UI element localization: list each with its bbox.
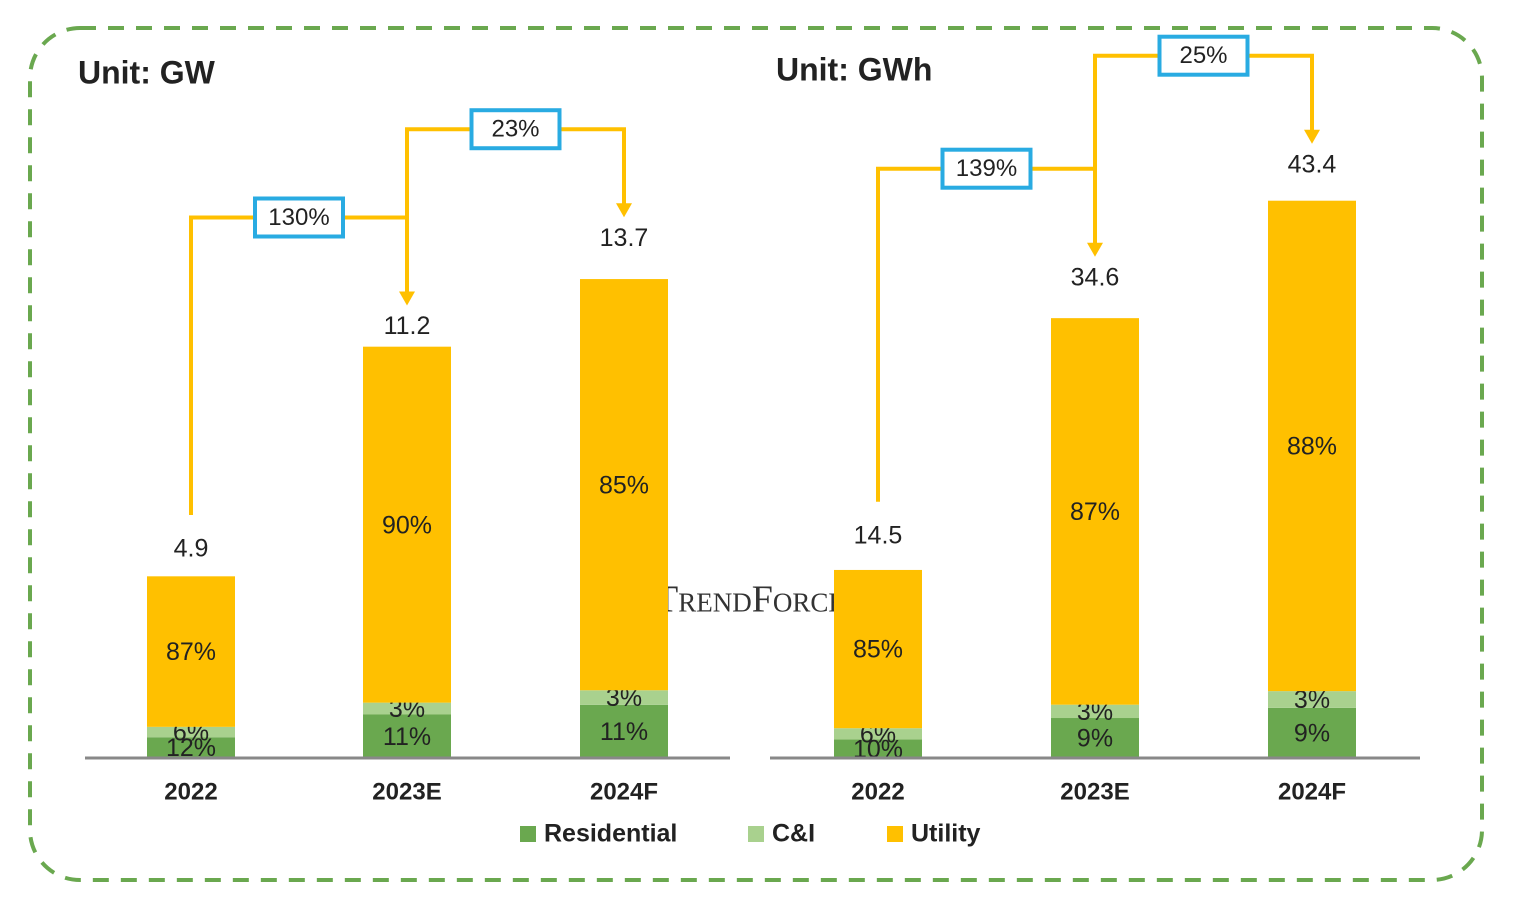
- arrow-head: [616, 203, 632, 218]
- segment-label: 85%: [853, 636, 903, 664]
- bar-segment: [1268, 707, 1356, 758]
- bar-segment: [580, 690, 668, 705]
- arrow-head: [399, 291, 415, 306]
- chart-title: Unit: GW: [78, 54, 216, 90]
- bar-segment: [147, 726, 235, 738]
- x-tick-label: 2024F: [1278, 778, 1346, 805]
- bar-segment: [1051, 704, 1139, 719]
- legend-label: Utility: [911, 820, 981, 848]
- legend-swatch: [887, 826, 903, 842]
- arrow-head: [1087, 242, 1103, 257]
- growth-label: 23%: [491, 116, 539, 143]
- growth-box: [253, 196, 345, 239]
- bar-segment: [1051, 318, 1139, 705]
- total-label: 34.6: [1071, 263, 1120, 291]
- segment-label: 11%: [600, 718, 648, 746]
- total-label: 14.5: [854, 521, 903, 549]
- bar-segment: [147, 576, 235, 727]
- legend-swatch: [520, 826, 536, 842]
- bar-segment: [147, 737, 235, 758]
- total-label: 13.7: [600, 224, 649, 252]
- bar-segment: [834, 728, 922, 740]
- segment-label: 90%: [382, 511, 432, 539]
- bar-segment: [580, 704, 668, 758]
- bar-segment: [580, 279, 668, 691]
- total-label: 4.9: [174, 535, 209, 563]
- x-tick-label: 2023E: [1060, 778, 1129, 805]
- legend-label: Residential: [544, 820, 677, 848]
- x-tick-label: 2022: [164, 778, 217, 805]
- segment-label: 11%: [383, 723, 431, 751]
- segment-label: 88%: [1287, 433, 1337, 461]
- segment-label: 85%: [599, 471, 649, 499]
- bar-segment: [1268, 691, 1356, 708]
- segment-label: 87%: [166, 638, 216, 666]
- x-tick-label: 2022: [851, 778, 904, 805]
- bar-segment: [363, 346, 451, 703]
- watermark: TrendForce: [655, 579, 845, 621]
- bar-segment: [363, 714, 451, 758]
- growth-box: [469, 108, 562, 151]
- growth-label: 130%: [268, 204, 329, 231]
- bar-segment: [363, 702, 451, 715]
- x-tick-label: 2023E: [372, 778, 441, 805]
- growth-box: [1157, 34, 1250, 77]
- legend-swatch: [748, 826, 764, 842]
- total-label: 11.2: [384, 312, 431, 340]
- growth-label: 139%: [956, 155, 1017, 182]
- bar-segment: [834, 739, 922, 758]
- bar-segment: [1051, 718, 1139, 758]
- growth-box: [940, 147, 1033, 190]
- segment-label: 9%: [1077, 725, 1113, 753]
- frame: [28, 26, 1484, 882]
- arrow-head: [1304, 129, 1320, 144]
- segment-label: 87%: [1070, 498, 1120, 526]
- x-tick-label: 2024F: [590, 778, 658, 805]
- growth-label: 25%: [1179, 42, 1227, 69]
- legend-label: C&I: [772, 820, 815, 848]
- segment-label: 9%: [1294, 720, 1330, 748]
- total-label: 43.4: [1288, 150, 1337, 178]
- bar-segment: [834, 569, 922, 729]
- chart-title: Unit: GWh: [776, 51, 932, 87]
- bar-segment: [1268, 200, 1356, 692]
